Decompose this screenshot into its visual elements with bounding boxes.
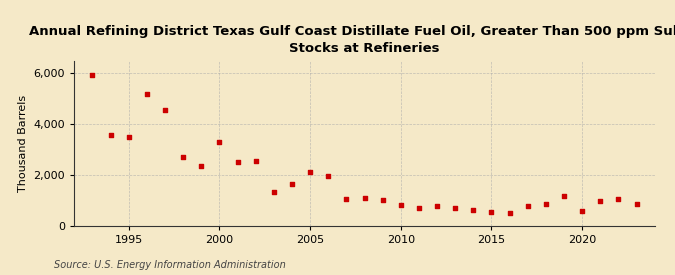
Point [377, 198, 388, 202]
Point [595, 199, 605, 203]
Point [250, 159, 261, 163]
Point [269, 190, 279, 194]
Point [486, 210, 497, 214]
Point [414, 206, 425, 211]
Point [87, 73, 98, 78]
Text: Source: U.S. Energy Information Administration: Source: U.S. Energy Information Administ… [54, 260, 286, 270]
Title: Annual Refining District Texas Gulf Coast Distillate Fuel Oil, Greater Than 500 : Annual Refining District Texas Gulf Coas… [29, 25, 675, 55]
Point [159, 108, 170, 112]
Point [450, 206, 460, 211]
Point [286, 182, 297, 186]
Point [105, 133, 116, 137]
Point [323, 174, 333, 178]
Point [214, 140, 225, 144]
Point [613, 196, 624, 201]
Point [304, 170, 315, 174]
Point [196, 163, 207, 168]
Point [432, 204, 443, 209]
Point [124, 135, 134, 139]
Point [359, 196, 370, 200]
Point [541, 202, 551, 206]
Point [631, 202, 642, 207]
Y-axis label: Thousand Barrels: Thousand Barrels [18, 94, 28, 192]
Point [504, 211, 515, 216]
Point [468, 208, 479, 212]
Point [232, 159, 243, 164]
Point [522, 204, 533, 208]
Point [341, 197, 352, 201]
Point [559, 193, 570, 198]
Point [142, 92, 153, 96]
Point [396, 203, 406, 208]
Point [178, 155, 188, 159]
Point [576, 208, 587, 213]
